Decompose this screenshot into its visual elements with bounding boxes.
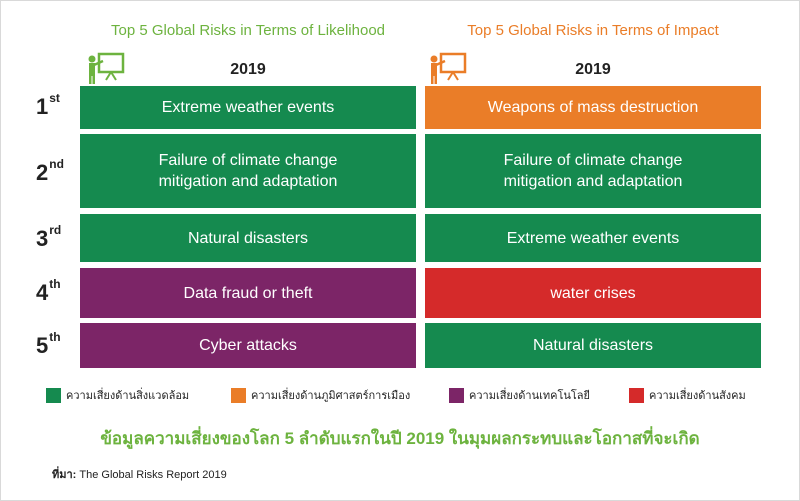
- rank-label: 3rd: [36, 223, 62, 251]
- likelihood-risk-4: Data fraud or theft: [80, 268, 416, 318]
- legend-swatch: [46, 387, 61, 403]
- impact-title: Top 5 Global Risks in Terms of Impact: [467, 22, 719, 39]
- legend-swatch: [231, 387, 246, 403]
- rank-label: 1st: [36, 91, 60, 119]
- likelihood-title: Top 5 Global Risks in Terms of Likelihoo…: [110, 22, 386, 39]
- source-note: ที่มา: The Global Risks Report 2019: [52, 465, 227, 483]
- impact-risk-3: Extreme weather events: [425, 214, 761, 262]
- summary-headline: ข้อมูลความเสี่ยงของโลก 5 ลำดับแรกในปี 20…: [100, 429, 700, 448]
- impact-risk-5: Natural disasters: [425, 323, 761, 368]
- rank-label: 2nd: [36, 157, 64, 185]
- source-prefix: ที่มา:: [52, 469, 77, 481]
- presenter-board-icon: [430, 52, 467, 84]
- likelihood-risk-5: Cyber attacks: [80, 323, 416, 368]
- presenter-board-icon: [88, 52, 125, 84]
- impact-year: 2019: [575, 61, 611, 78]
- impact-risk-2: Failure of climate change mitigation and…: [425, 134, 761, 208]
- impact-risk-4: water crises: [425, 268, 761, 318]
- legend-label: ความเสี่ยงด้านสังคม: [649, 390, 746, 402]
- likelihood-year: 2019: [230, 61, 266, 78]
- impact-risk-1: Weapons of mass destruction: [425, 86, 761, 129]
- legend-item-technological: ความเสี่ยงด้านเทคโนโลยี: [449, 386, 590, 404]
- legend-item-geopolitical: ความเสี่ยงด้านภูมิศาสตร์การเมือง: [231, 386, 410, 404]
- likelihood-risk-2: Failure of climate change mitigation and…: [80, 134, 416, 208]
- legend-swatch: [629, 387, 644, 403]
- legend-swatch: [449, 387, 464, 403]
- legend-item-environmental: ความเสี่ยงด้านสิ่งแวดล้อม: [46, 386, 189, 404]
- legend-item-societal: ความเสี่ยงด้านสังคม: [629, 386, 746, 404]
- likelihood-risk-3: Natural disasters: [80, 214, 416, 262]
- rank-label: 4th: [36, 277, 61, 305]
- source-text: The Global Risks Report 2019: [76, 469, 227, 481]
- rank-label: 5th: [36, 330, 61, 358]
- legend-label: ความเสี่ยงด้านเทคโนโลยี: [469, 390, 590, 402]
- legend-label: ความเสี่ยงด้านสิ่งแวดล้อม: [66, 390, 190, 402]
- legend-label: ความเสี่ยงด้านภูมิศาสตร์การเมือง: [251, 390, 411, 402]
- likelihood-risk-1: Extreme weather events: [80, 86, 416, 129]
